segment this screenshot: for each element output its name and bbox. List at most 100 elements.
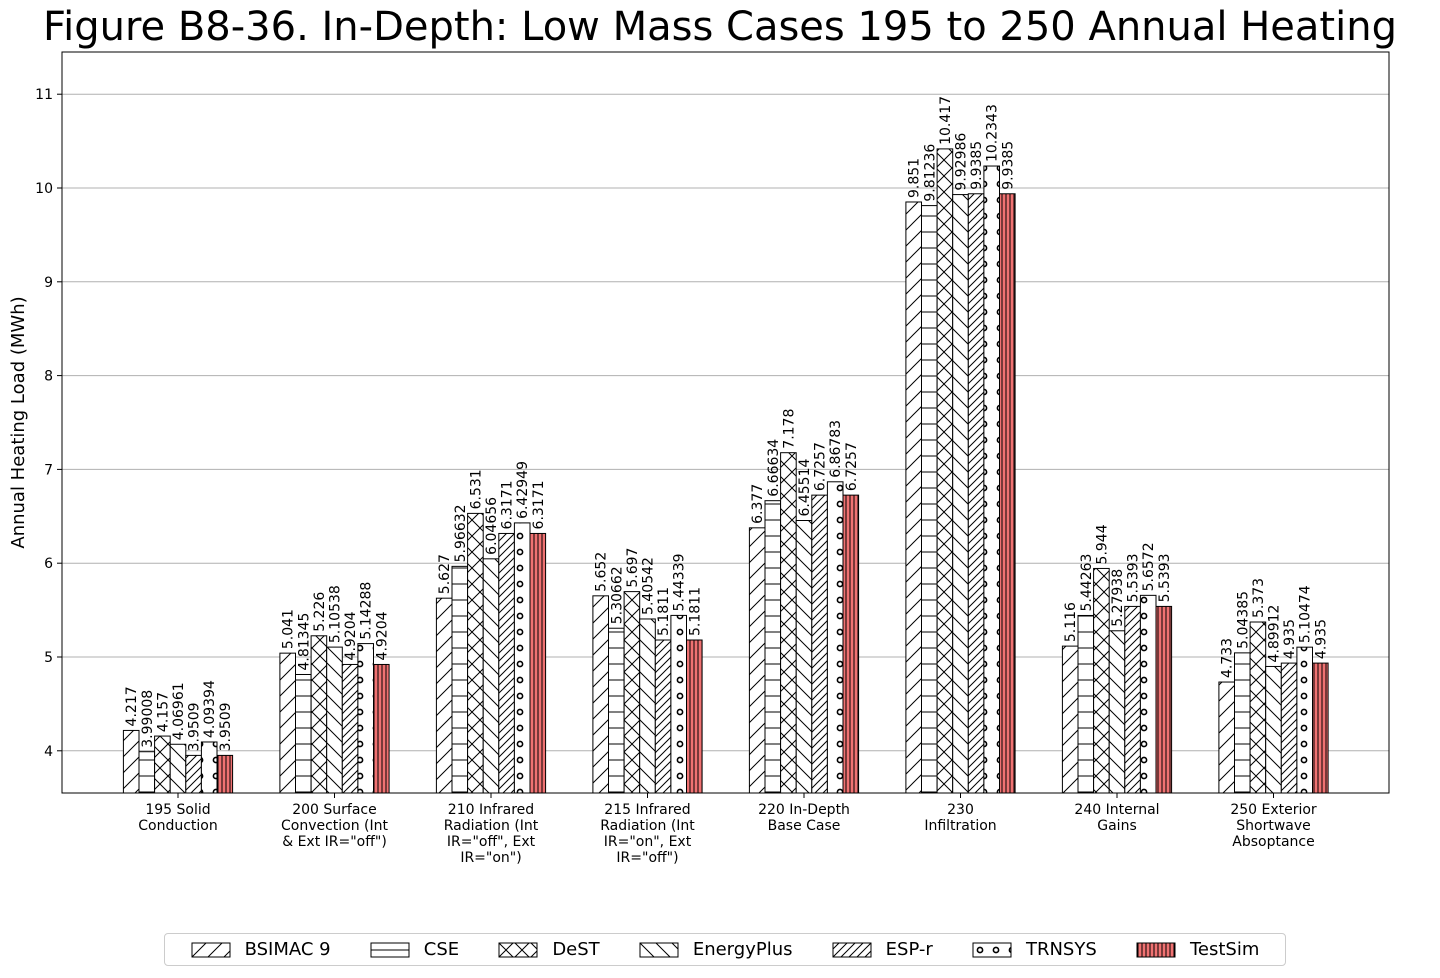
y-tick-label: 5 [44,650,53,666]
legend-label: TRNSYS [1025,939,1097,960]
bar-value-label: 6.531 [468,469,484,509]
bar-value-label: 5.1811 [656,587,672,636]
x-tick-label: 210 Infrared Radiation (Int IR="off", Ext I… [444,802,539,866]
legend-label: CSE [423,939,460,960]
bar-value-label: 6.66634 [766,439,782,497]
bar-value-label: 5.40542 [641,557,657,615]
bar-value-label: 4.935 [1282,619,1298,659]
bar-value-label: 4.733 [1220,638,1236,678]
bar-value-label: 10.417 [938,96,954,145]
y-tick-label: 4 [44,744,53,760]
y-gridlines [62,93,1389,752]
legend-item: TestSim [1136,939,1259,960]
bar-value-label: 5.6572 [1141,542,1157,591]
bar-value-label: 5.1811 [687,587,703,636]
bar-value-label: 5.5393 [1157,553,1173,602]
bar [1234,652,1251,794]
bar-value-label: 5.5393 [1126,553,1142,602]
bar-value-label: 5.226 [312,592,328,632]
bar [936,148,954,794]
legend-swatch [832,942,872,957]
bar [122,729,140,794]
bar-value-label: 5.30662 [609,566,625,624]
legend-label: BSIMAC 9 [244,939,331,960]
bar [670,614,688,794]
y-tick-label: 10 [35,181,53,197]
bar-value-label: 5.116 [1063,602,1079,642]
plot-frame [61,51,1390,794]
bar [780,452,797,794]
legend-swatch [498,942,538,957]
y-tick-label: 11 [35,87,53,103]
legend-swatch [191,942,231,957]
bar [154,735,171,794]
bar [279,652,296,794]
bar [1218,681,1236,794]
x-tick-label: 200 Surface Convection (Int & Ext IR="off"… [281,802,389,850]
bar [592,595,610,794]
bar-value-label: 5.14288 [359,582,375,640]
legend-label: EnergyPlus [692,939,793,960]
bar-value-label: 6.377 [750,484,766,524]
bar-value-label: 5.944 [1094,524,1110,564]
bar-value-label: 5.041 [281,609,297,649]
x-tick-label: 215 Infrared Radiation (Int IR="on", Ext IR… [600,802,695,866]
bar [1061,645,1079,794]
legend: BSIMAC 9 CSE DeST EnergyPlus ESP-r TRNSYS Test… [164,933,1286,966]
bars [122,148,1329,794]
bar-value-label: 6.3171 [531,480,547,529]
legend-swatch [370,942,410,957]
x-tick-label: 195 Solid Conduction [138,802,218,834]
y-tick-label: 7 [44,462,53,478]
bar-value-label: 4.9204 [343,611,359,660]
bar [1093,567,1110,794]
bar [764,500,782,794]
bar-value-label: 6.42949 [515,461,531,519]
bar [639,618,656,794]
bar-value-label: 4.9204 [374,611,390,660]
bar [373,663,390,794]
bar [1077,614,1095,794]
bar [169,743,187,794]
legend-item: ESP-r [832,939,933,960]
bar-value-label: 4.06961 [171,682,187,740]
bar-value-label: 3.9509 [218,702,234,751]
bar-value-label: 6.45514 [797,459,813,517]
x-tick-label: 240 Internal Gains [1074,802,1159,834]
bar [1312,662,1329,794]
bar [513,522,531,794]
legend-item: BSIMAC 9 [191,939,331,960]
bar [216,754,234,794]
bar [623,591,641,794]
x-axis: 195 Solid Conduction 200 Surface Convection… [138,793,1317,866]
y-tick-label: 8 [44,369,53,385]
bar [686,639,703,794]
bar [999,193,1016,794]
bar-value-label: 5.652 [594,552,610,592]
bar [1139,594,1157,794]
bar [842,494,860,794]
bar-value-label: 6.3171 [500,480,516,529]
bar-value-label: 9.851 [907,158,923,198]
bar-value-label: 7.178 [781,409,797,449]
bar-value-label: 4.09394 [202,680,218,738]
bar-value-label: 9.81236 [922,144,938,202]
bar-value-label: 5.10474 [1298,585,1314,643]
bar [295,673,312,794]
chart-title: Figure B8-36. In-Depth: Low Mass Cases 1… [43,4,1397,50]
x-tick-label: 220 In-Depth Base Case [758,802,850,834]
bar-value-label: 5.627 [437,554,453,594]
bar [326,646,343,794]
legend-item: CSE [370,939,459,960]
bar [795,520,813,794]
bar [1280,662,1298,794]
y-tick-label: 9 [44,275,53,291]
bar-value-label: 3.9509 [187,702,203,751]
bar [952,194,969,794]
legend-item: DeST [498,939,600,960]
bar [654,639,672,794]
bar-value-label: 5.27938 [1110,569,1126,627]
bar-value-label: 4.157 [155,692,171,732]
bar [748,527,766,794]
bar-value-label: 6.86783 [828,420,844,478]
